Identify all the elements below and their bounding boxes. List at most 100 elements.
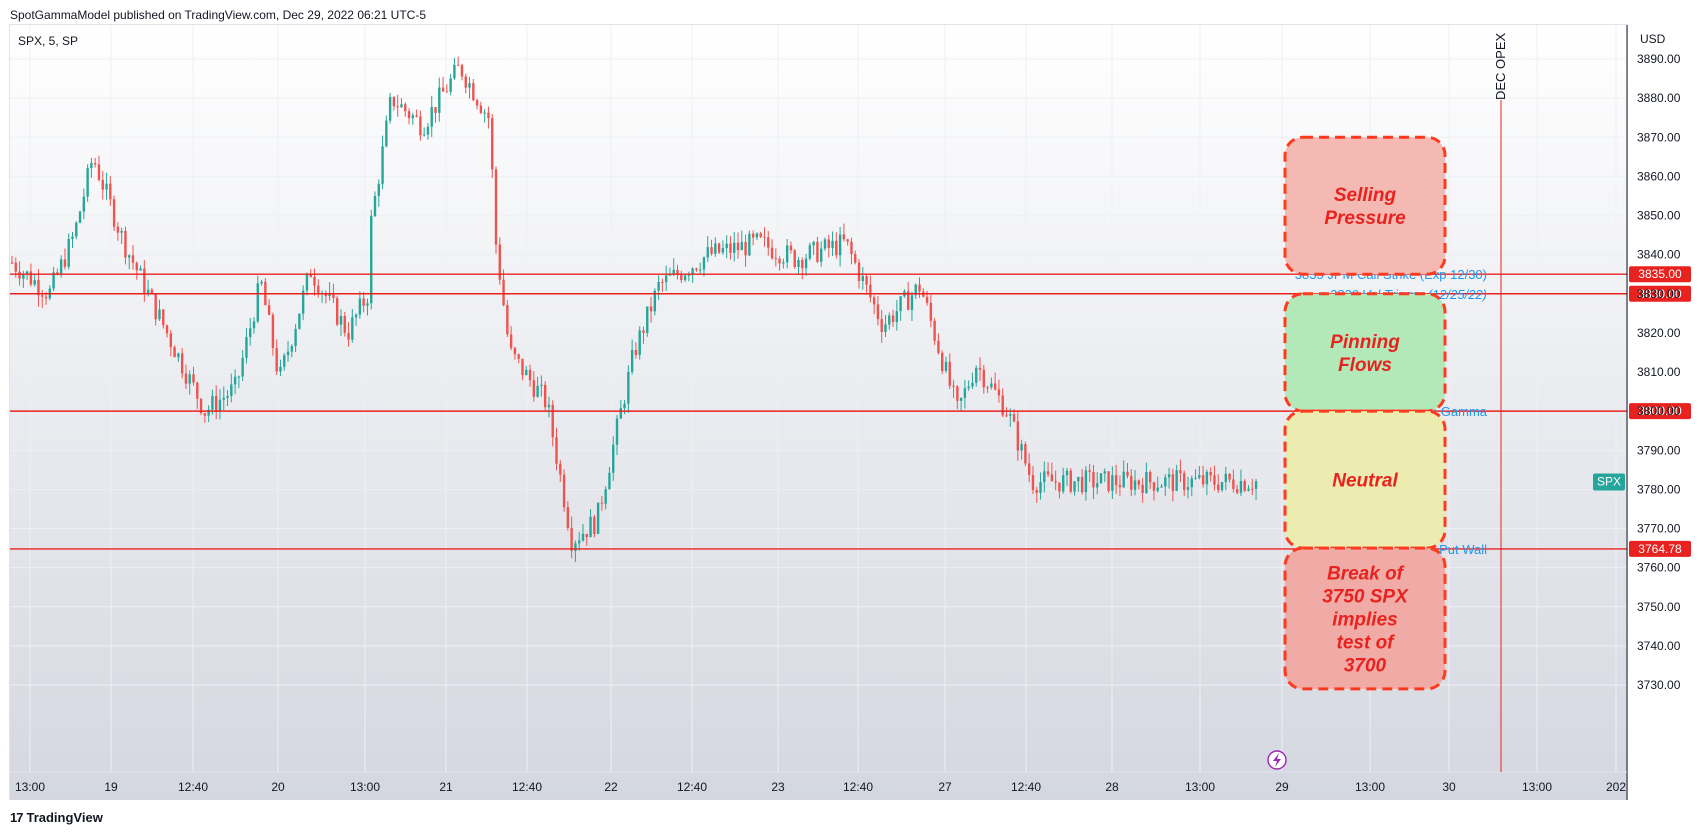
candle-up bbox=[1164, 477, 1167, 487]
candle-down bbox=[506, 305, 509, 335]
candle-down bbox=[827, 239, 830, 248]
candle-down bbox=[456, 64, 460, 66]
candle-up bbox=[725, 243, 728, 249]
candle-down bbox=[460, 65, 464, 77]
candle-up bbox=[1073, 481, 1076, 492]
candle-down bbox=[180, 353, 184, 374]
y-tick-label: 3790.00 bbox=[1637, 443, 1681, 457]
candle-down bbox=[143, 268, 146, 294]
candle-up bbox=[1009, 414, 1012, 416]
y-tick-label: 3840.00 bbox=[1637, 248, 1681, 262]
candle-up bbox=[1099, 473, 1103, 484]
candle-up bbox=[188, 374, 191, 384]
candle-down bbox=[993, 383, 997, 390]
candle-up bbox=[377, 183, 380, 197]
candle-down bbox=[869, 284, 872, 298]
candle-up bbox=[426, 126, 430, 135]
candle-down bbox=[551, 404, 554, 438]
candle-down bbox=[521, 358, 524, 376]
last-price-tag bbox=[1593, 473, 1625, 491]
candle-up bbox=[823, 239, 827, 249]
level-price-badge bbox=[1629, 403, 1691, 420]
level-price-badge bbox=[1629, 285, 1691, 302]
candle-up bbox=[623, 403, 626, 409]
candle-up bbox=[1096, 483, 1099, 488]
candle-down bbox=[14, 262, 17, 272]
candle-down bbox=[600, 502, 604, 504]
candle-up bbox=[910, 295, 914, 310]
candle-up bbox=[1254, 481, 1258, 489]
candle-down bbox=[192, 374, 195, 383]
level-price-badge-text: 3835.00 bbox=[1638, 267, 1682, 281]
candle-down bbox=[491, 118, 494, 170]
candle-down bbox=[135, 262, 138, 271]
candle-down bbox=[343, 316, 346, 333]
level-price-badge-text: 3830.00 bbox=[1638, 287, 1682, 301]
candle-down bbox=[267, 305, 271, 315]
y-tick-label: 3770.00 bbox=[1637, 522, 1681, 536]
candle-down bbox=[494, 169, 498, 245]
candle-down bbox=[555, 437, 558, 464]
candle-up bbox=[385, 120, 388, 147]
candle-down bbox=[199, 398, 203, 414]
candle-down bbox=[1001, 395, 1004, 416]
candle-up bbox=[237, 376, 241, 378]
candle-up bbox=[638, 330, 641, 356]
candle-up bbox=[1190, 478, 1193, 488]
candle-up bbox=[785, 245, 789, 263]
candle-up bbox=[82, 196, 86, 212]
candle-down bbox=[570, 527, 573, 551]
x-tick-label: 12:40 bbox=[843, 780, 873, 794]
candle-up bbox=[831, 240, 834, 248]
candle-down bbox=[1024, 444, 1027, 464]
candle-down bbox=[324, 293, 328, 297]
candle-down bbox=[1114, 475, 1118, 486]
candle-down bbox=[763, 236, 766, 238]
candle-down bbox=[464, 76, 467, 88]
candle-up bbox=[888, 315, 891, 325]
candle-down bbox=[112, 199, 116, 227]
candle-down bbox=[744, 241, 747, 256]
candle-up bbox=[211, 395, 214, 410]
candle-up bbox=[1077, 476, 1080, 482]
candle-up bbox=[400, 104, 403, 108]
candle-up bbox=[808, 245, 812, 259]
candle-down bbox=[309, 273, 312, 278]
candle-down bbox=[865, 276, 868, 285]
lightning-glyph bbox=[1273, 753, 1281, 767]
candle-down bbox=[593, 516, 596, 534]
time-axis: 13:00 19 12:40 20 13:00 21 12:40 22 12:40 23 12:40… bbox=[10, 771, 1627, 794]
candle-down bbox=[801, 260, 804, 269]
y-tick-label: 3820.00 bbox=[1637, 326, 1681, 340]
y-tick-label: 3860.00 bbox=[1637, 169, 1681, 183]
x-tick-label: 13:00 bbox=[1355, 780, 1385, 794]
candle-up bbox=[895, 311, 899, 323]
candle-up bbox=[733, 242, 736, 253]
candle-down bbox=[10, 262, 14, 264]
candle-up bbox=[1145, 472, 1148, 494]
candle-down bbox=[335, 298, 339, 325]
candle-down bbox=[509, 334, 513, 348]
candle-down bbox=[116, 226, 120, 233]
candle-down bbox=[1050, 474, 1054, 482]
candle-up bbox=[608, 472, 611, 490]
candle-up bbox=[1205, 471, 1209, 485]
candle-down bbox=[517, 354, 520, 359]
candle-down bbox=[173, 347, 176, 358]
candle-down bbox=[479, 105, 483, 113]
candle-down bbox=[475, 100, 479, 106]
zone-label: Selling Pressure bbox=[1324, 185, 1406, 229]
candle-down bbox=[101, 179, 104, 190]
candle-up bbox=[812, 241, 815, 246]
candle-up bbox=[120, 230, 123, 233]
candle-up bbox=[721, 248, 725, 253]
candle-down bbox=[162, 309, 165, 326]
candle-up bbox=[78, 211, 82, 223]
candle-down bbox=[1232, 479, 1235, 490]
candle-up bbox=[884, 324, 887, 332]
candle-down bbox=[347, 332, 350, 340]
candle-down bbox=[710, 247, 713, 254]
candle-up bbox=[483, 112, 486, 114]
candle-up bbox=[672, 269, 675, 275]
